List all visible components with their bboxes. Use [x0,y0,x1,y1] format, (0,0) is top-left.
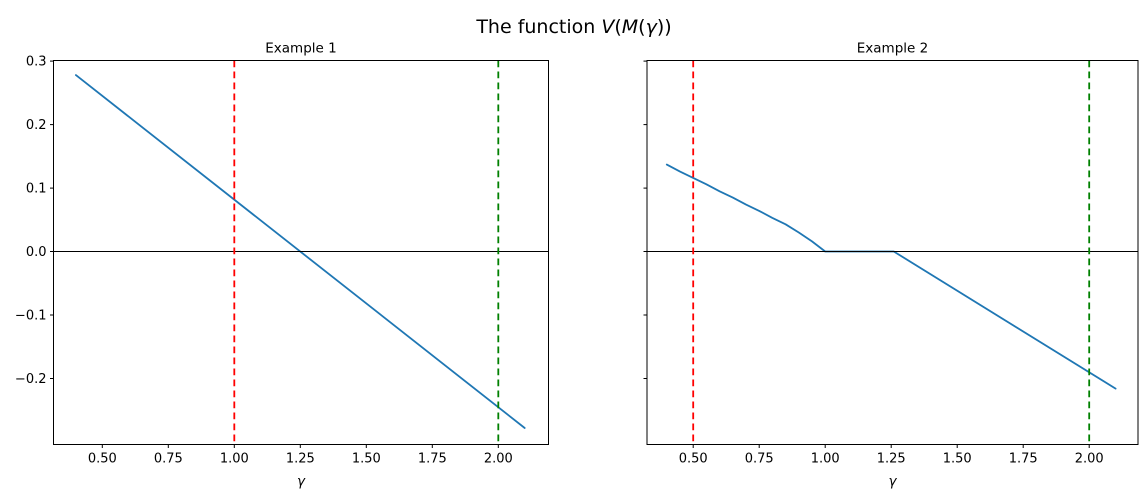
x-tick-label: 2.00 [484,452,513,467]
subplot-title: Example 2 [857,41,928,57]
subplot-example-2: 0.50 0.75 1.00 1.25 1.50 1.75 2.00 Example 2 γ [643,41,1139,490]
axes-spines [646,60,1139,445]
y-tick-label: 0.0 [26,245,47,260]
x-axis-label: γ [297,474,306,490]
y-tick-label: 0.3 [26,55,47,70]
x-tick-label: 1.75 [1009,452,1038,467]
y-tick-label: −0.1 [15,309,47,324]
x-axis-label: γ [889,474,898,490]
x-tick-label: 1.50 [352,452,381,467]
x-tick-label: 1.50 [943,452,972,467]
x-tick-label: 1.75 [418,452,447,467]
figure-title: The function V(M(γ)) [475,16,671,38]
x-tick-label: 1.00 [220,452,249,467]
x-tick-label: 2.00 [1075,452,1104,467]
subplot-example-1: 0.50 0.75 1.00 1.25 1.50 1.75 2.00 0.3 0.2 0.1 0.0… [15,41,549,490]
x-tick-label: 0.50 [88,452,117,467]
y-tick-label: 0.1 [26,182,47,197]
y-tick-label: −0.2 [15,372,47,387]
x-tick-label: 1.00 [811,452,840,467]
x-tick-label: 0.50 [679,452,708,467]
subplot-title: Example 1 [265,41,336,57]
x-tick-label: 0.75 [745,452,774,467]
y-tick-label: 0.2 [26,118,47,133]
x-tick-label: 0.75 [154,452,183,467]
x-tick-label: 1.25 [286,452,315,467]
x-tick-label: 1.25 [877,452,906,467]
axes-spines [53,60,549,445]
series-line [665,163,1117,390]
